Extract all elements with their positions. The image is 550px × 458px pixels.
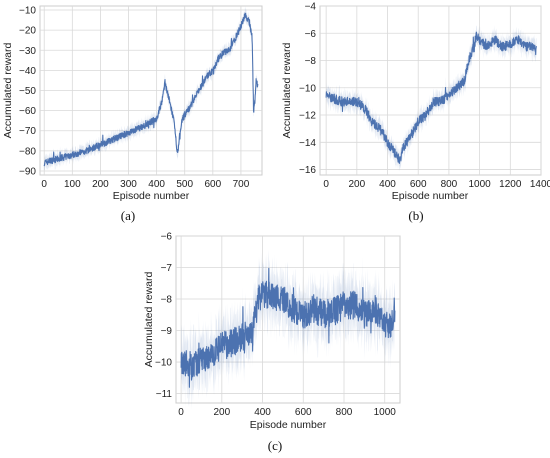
y-tick-label: −10: [155, 358, 172, 369]
x-tick-labels-a: 0 100 200 300 400 500 600 700: [41, 179, 249, 190]
y-tick-label: −12: [299, 111, 316, 122]
x-tick-label: 1200: [499, 179, 522, 190]
x-tick-label: 700: [233, 179, 250, 190]
x-tick-label: 500: [176, 179, 193, 190]
y-tick-label: −7: [161, 263, 173, 274]
y-tick-label: −60: [19, 106, 36, 117]
y-axis-label-c: Accumulated reward: [143, 271, 155, 367]
x-axis-label-b: Episode number: [392, 190, 469, 202]
x-tick-label: 400: [254, 407, 271, 418]
y-tick-label: −4: [305, 2, 317, 13]
y-tick-label: −9: [161, 326, 173, 337]
x-tick-labels-b: 0 200 400 600 800 1000 1200 1400: [323, 179, 550, 190]
caption-b: (b): [408, 208, 423, 223]
y-tick-labels-b: −16 −14 −12 −10 −8 −6 −4: [299, 2, 316, 177]
gridlines-a: [40, 6, 262, 175]
x-tick-label: 300: [120, 179, 137, 190]
x-tick-label: 600: [410, 179, 427, 190]
x-tick-labels-c: 0 200 400 600 800 1000: [178, 407, 396, 418]
x-tick-label: 1000: [374, 407, 397, 418]
variance-band: [181, 249, 395, 410]
y-tick-label: −40: [19, 66, 36, 77]
y-tick-label: −70: [19, 126, 36, 137]
y-tick-label: −20: [19, 26, 36, 37]
x-axis-label-a: Episode number: [113, 190, 190, 202]
gridlines-b: [320, 5, 542, 175]
y-tick-label: −8: [305, 56, 317, 67]
y-tick-label: −50: [19, 86, 36, 97]
y-tick-label: −6: [161, 232, 173, 243]
x-tick-label: 0: [41, 179, 47, 190]
reward-line: [43, 12, 259, 167]
series-layer-c: [180, 249, 396, 410]
x-tick-label: 400: [379, 179, 396, 190]
chart-panel-a: 0 100 200 300 400 500 600 700 −90 −80 −70 −60 −50 −4…: [2, 5, 263, 223]
series-layer-b: [325, 25, 537, 172]
y-tick-label: −10: [19, 6, 36, 17]
y-tick-label: −8: [161, 295, 173, 306]
reward-line: [180, 267, 396, 388]
x-tick-label: 600: [204, 179, 221, 190]
x-tick-label: 800: [336, 407, 353, 418]
x-tick-label: 200: [213, 407, 230, 418]
x-tick-label: 200: [348, 179, 365, 190]
y-tick-labels-a: −90 −80 −70 −60 −50 −40 −30 −20 −10: [19, 6, 36, 178]
x-tick-label: 1400: [530, 179, 550, 190]
y-axis-label-b: Accumulated reward: [281, 42, 293, 138]
reward-line: [325, 31, 537, 164]
y-tick-label: −11: [156, 389, 173, 400]
y-tick-label: −10: [299, 83, 316, 94]
x-tick-label: 1000: [468, 179, 491, 190]
chart-panel-b: 0 200 400 600 800 1000 1200 1400 −16 −14 −12 −10 −8…: [281, 2, 550, 224]
x-tick-label: 200: [92, 179, 109, 190]
x-axis-label-c: Episode number: [250, 419, 327, 431]
series-layer-a: [43, 6, 259, 171]
y-tick-label: −30: [19, 46, 36, 57]
x-tick-label: 0: [323, 179, 329, 190]
caption-a: (a): [121, 208, 135, 223]
caption-c: (c): [268, 438, 282, 453]
y-tick-label: −90: [19, 166, 36, 177]
y-axis-label-a: Accumulated reward: [2, 42, 14, 138]
plot-area-b: [319, 5, 542, 176]
chart-panel-c: 0 200 400 600 800 1000 −11 −10 −9 −8 −7 −6 Episode…: [143, 232, 401, 453]
x-tick-label: 800: [441, 179, 458, 190]
y-tick-label: −80: [19, 146, 36, 157]
y-tick-labels-c: −11 −10 −9 −8 −7 −6: [155, 232, 172, 401]
y-tick-label: −14: [299, 138, 316, 149]
x-tick-label: 400: [148, 179, 165, 190]
x-tick-label: 0: [178, 407, 184, 418]
x-tick-label: 600: [295, 407, 312, 418]
x-tick-label: 100: [64, 179, 81, 190]
y-tick-label: −16: [299, 165, 316, 176]
y-tick-label: −6: [305, 29, 317, 40]
